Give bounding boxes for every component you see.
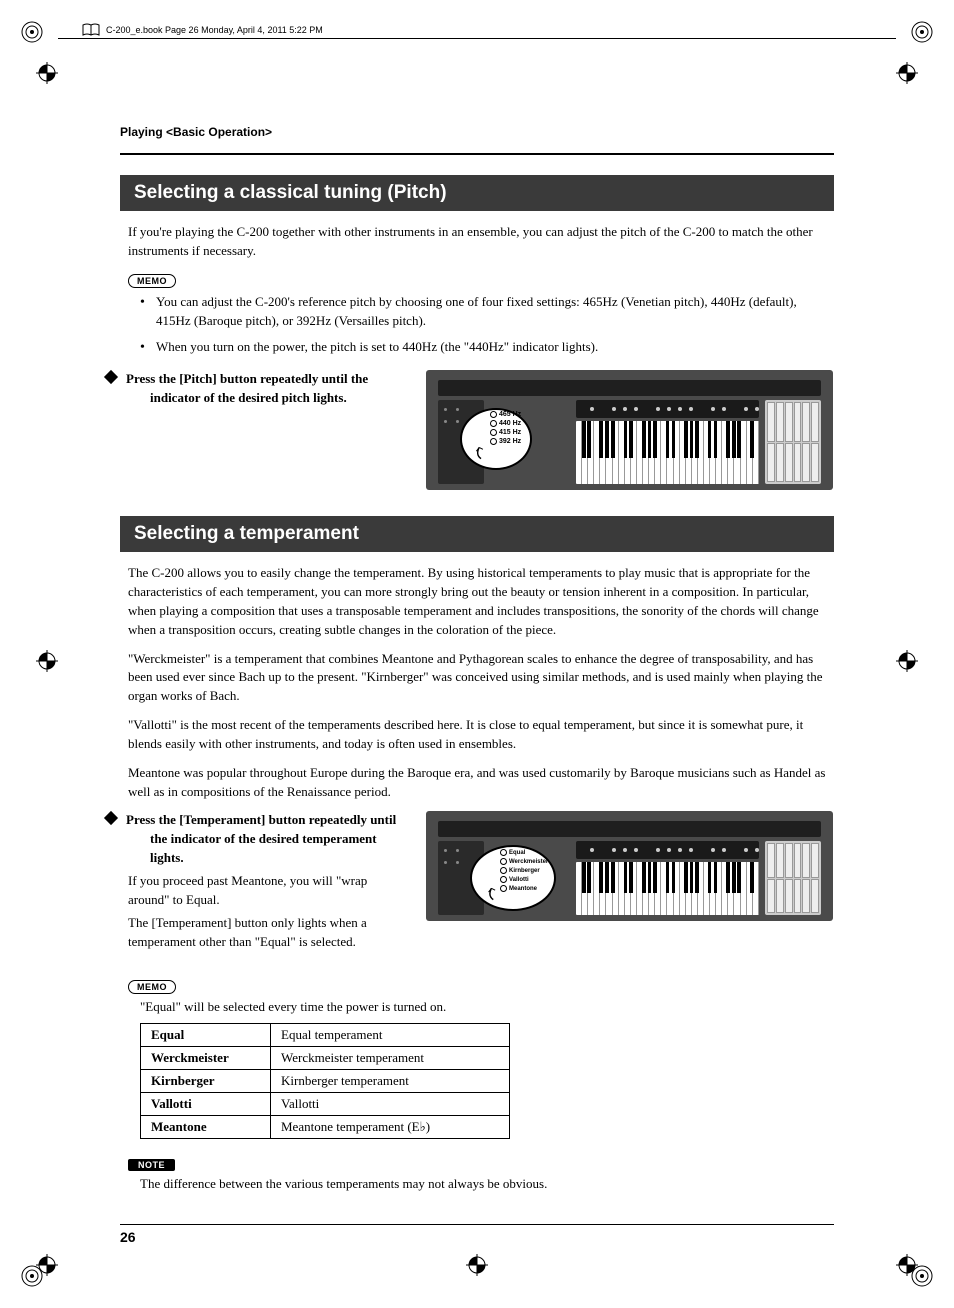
- step-instruction: Press the [Temperament] button repeatedl…: [126, 812, 396, 865]
- book-metadata: C-200_e.book Page 26 Monday, April 4, 20…: [82, 23, 323, 37]
- crop-mark-icon: [896, 1254, 918, 1276]
- horizontal-rule: [120, 153, 834, 155]
- kb-mid: [576, 400, 759, 484]
- table-key: Meantone: [141, 1116, 271, 1139]
- table-key: Werckmeister: [141, 1047, 271, 1070]
- kb-button-strip: [576, 841, 759, 859]
- table-value: Equal temperament: [271, 1024, 510, 1047]
- crop-mark-icon: [36, 650, 58, 672]
- kb-keys: [576, 421, 759, 484]
- callout-label: 440 Hz: [490, 419, 521, 428]
- keyboard-figure-pitch: 465 Hz 440 Hz 415 Hz 392 Hz: [426, 370, 833, 490]
- step-text: Press the [Pitch] button repeatedly unti…: [128, 370, 408, 408]
- section-header-pitch: Selecting a classical tuning (Pitch): [120, 175, 834, 211]
- print-registration-mark: [20, 20, 44, 44]
- section1-intro: If you're playing the C-200 together wit…: [128, 223, 826, 261]
- table-key: Equal: [141, 1024, 271, 1047]
- crop-mark-icon: [896, 650, 918, 672]
- running-head: Playing <Basic Operation>: [120, 125, 834, 139]
- kb-body: Equal Werckmeister Kirnberger Vallotti M…: [438, 841, 821, 915]
- diamond-bullet-icon: [104, 370, 118, 384]
- callout-labels: 465 Hz 440 Hz 415 Hz 392 Hz: [490, 410, 521, 446]
- callout-label: Meantone: [500, 885, 548, 894]
- memo-list: You can adjust the C-200's reference pit…: [140, 292, 826, 357]
- step-row-pitch: Press the [Pitch] button repeatedly unti…: [128, 370, 826, 490]
- section-header-temperament: Selecting a temperament: [120, 516, 834, 552]
- crop-mark-icon: [896, 62, 918, 84]
- callout-label: 465 Hz: [490, 410, 521, 419]
- crop-mark-icon: [466, 1254, 488, 1276]
- table-row: MeantoneMeantone temperament (E♭): [141, 1116, 510, 1139]
- callout-label: Kirnberger: [500, 867, 548, 876]
- section2-para: The C-200 allows you to easily change th…: [128, 564, 826, 639]
- kb-button-strip: [576, 400, 759, 418]
- step-text: Press the [Temperament] button repeatedl…: [128, 811, 408, 951]
- callout-label: 415 Hz: [490, 428, 521, 437]
- meta-rule: [58, 38, 896, 39]
- callout-labels: Equal Werckmeister Kirnberger Vallotti M…: [500, 849, 548, 893]
- callout-label: Equal: [500, 849, 548, 858]
- note-text: The difference between the various tempe…: [140, 1175, 826, 1194]
- diamond-bullet-icon: [104, 811, 118, 825]
- table-key: Vallotti: [141, 1093, 271, 1116]
- book-icon: [82, 23, 100, 37]
- keyboard-figure-temperament: Equal Werckmeister Kirnberger Vallotti M…: [426, 811, 833, 921]
- section2-para: "Werckmeister" is a temperament that com…: [128, 650, 826, 707]
- temperament-table: EqualEqual temperament WerckmeisterWerck…: [140, 1023, 510, 1139]
- table-value: Werckmeister temperament: [271, 1047, 510, 1070]
- section2-para: Meantone was popular throughout Europe d…: [128, 764, 826, 802]
- kb-stops: [765, 400, 821, 484]
- table-value: Meantone temperament (E♭): [271, 1116, 510, 1139]
- print-registration-mark: [910, 20, 934, 44]
- table-row: VallottiVallotti: [141, 1093, 510, 1116]
- callout-label: Vallotti: [500, 876, 548, 885]
- table-value: Vallotti: [271, 1093, 510, 1116]
- table-value: Kirnberger temperament: [271, 1070, 510, 1093]
- table-row: EqualEqual temperament: [141, 1024, 510, 1047]
- kb-callout: Equal Werckmeister Kirnberger Vallotti M…: [490, 841, 570, 915]
- white-keys-container: [576, 421, 759, 484]
- section2-para: "Vallotti" is the most recent of the tem…: [128, 716, 826, 754]
- page: C-200_e.book Page 26 Monday, April 4, 20…: [0, 0, 954, 1308]
- step-row-temperament: Press the [Temperament] button repeatedl…: [128, 811, 826, 951]
- kb-keys: [576, 862, 759, 915]
- table-key: Kirnberger: [141, 1070, 271, 1093]
- callout-label: Werckmeister: [500, 858, 548, 867]
- memo-badge: MEMO: [128, 980, 176, 994]
- memo-list-item: You can adjust the C-200's reference pit…: [140, 292, 826, 331]
- memo-list-item: When you turn on the power, the pitch is…: [140, 337, 826, 357]
- page-content: Playing <Basic Operation> Selecting a cl…: [50, 25, 904, 1245]
- memo-badge: MEMO: [128, 274, 176, 288]
- kb-callout: 465 Hz 440 Hz 415 Hz 392 Hz: [490, 400, 570, 484]
- step-instruction: Press the [Pitch] button repeatedly unti…: [126, 371, 368, 405]
- callout-label: 392 Hz: [490, 437, 521, 446]
- crop-mark-icon: [36, 1254, 58, 1276]
- step-followup: The [Temperament] button only lights whe…: [128, 914, 408, 952]
- crop-mark-icon: [36, 62, 58, 84]
- kb-top-strip: [438, 821, 821, 837]
- kb-body: 465 Hz 440 Hz 415 Hz 392 Hz: [438, 400, 821, 484]
- page-number: 26: [120, 1224, 834, 1245]
- step-followup: If you proceed past Meantone, you will "…: [128, 872, 408, 910]
- kb-top-strip: [438, 380, 821, 396]
- white-keys-container: [576, 862, 759, 915]
- table-row: WerckmeisterWerckmeister temperament: [141, 1047, 510, 1070]
- kb-mid: [576, 841, 759, 915]
- table-row: KirnbergerKirnberger temperament: [141, 1070, 510, 1093]
- memo-text: "Equal" will be selected every time the …: [140, 998, 826, 1017]
- book-metadata-text: C-200_e.book Page 26 Monday, April 4, 20…: [106, 25, 323, 35]
- note-badge: NOTE: [128, 1159, 175, 1171]
- kb-stops: [765, 841, 821, 915]
